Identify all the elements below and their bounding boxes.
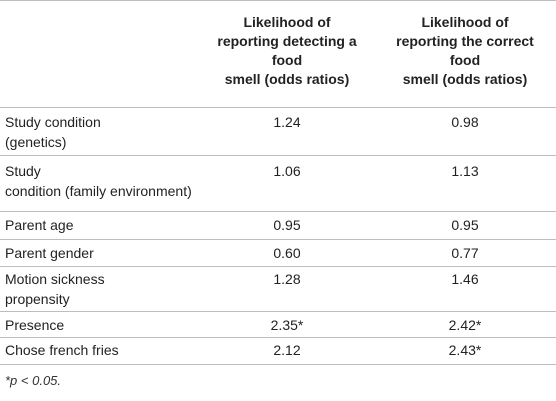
correct-value: 0.95 [451, 217, 479, 233]
row-divider [0, 266, 556, 267]
row-label: Study condition (genetics) [5, 114, 101, 150]
row-divider [0, 211, 556, 212]
detecting-value: 0.60 [273, 245, 301, 261]
table-row: Motion sickness propensity 1.28 1.46 [0, 267, 556, 311]
row-divider [0, 239, 556, 240]
correct-value: 1.46 [451, 271, 479, 287]
row-label: Study condition (family environment) [5, 163, 192, 199]
detecting-value: 1.06 [273, 163, 301, 179]
row-divider [0, 155, 556, 156]
detecting-value: 2.35* [270, 317, 304, 333]
table-footnote: *p < 0.05. [5, 373, 62, 388]
detecting-value: 0.95 [273, 217, 301, 233]
table-row: Study condition (genetics) 1.24 0.98 [0, 108, 556, 155]
column-header-detecting: Likelihood of reporting detecting a food… [217, 14, 357, 87]
row-label: Motion sickness propensity [5, 271, 105, 307]
table-bottom-rule [0, 364, 556, 365]
table-row: Presence 2.35* 2.42* [0, 312, 556, 337]
row-label: Presence [5, 317, 65, 333]
table-row: Parent age 0.95 0.95 [0, 212, 556, 239]
table-top-rule [0, 0, 556, 1]
row-label: Chose french fries [5, 342, 119, 358]
table-row: Chose french fries 2.12 2.43* [0, 338, 556, 364]
row-divider [0, 337, 556, 338]
column-header-correct: Likelihood of reporting the correct food… [396, 14, 534, 87]
correct-value: 2.43* [448, 342, 482, 358]
table-row: Parent gender 0.60 0.77 [0, 240, 556, 266]
table-header: Likelihood of reporting detecting a food… [0, 1, 556, 107]
detecting-value: 1.28 [273, 271, 301, 287]
row-label: Parent gender [5, 245, 94, 261]
correct-value: 0.77 [451, 245, 479, 261]
correct-value: 1.13 [451, 163, 479, 179]
table-row: Study condition (family environment) 1.0… [0, 156, 556, 211]
detecting-value: 2.12 [273, 342, 301, 358]
detecting-value: 1.24 [273, 114, 301, 130]
header-rule [0, 107, 556, 108]
correct-value: 0.98 [451, 114, 479, 130]
row-divider [0, 311, 556, 312]
correct-value: 2.42* [448, 317, 482, 333]
row-label: Parent age [5, 217, 74, 233]
